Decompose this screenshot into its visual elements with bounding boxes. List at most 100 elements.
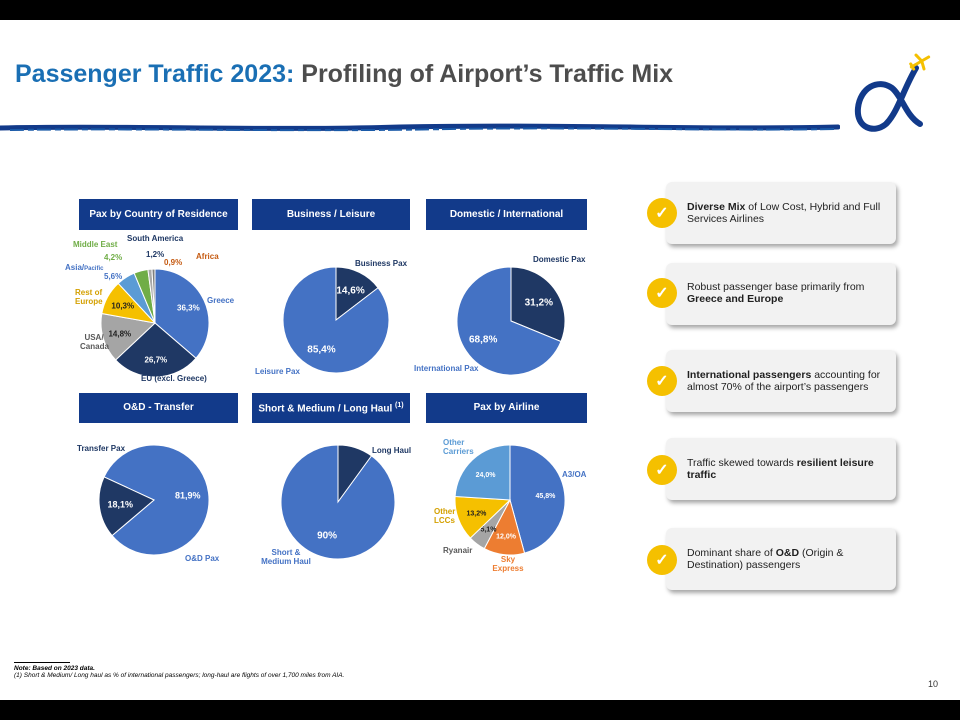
pie-value-label: 45,8% [536, 493, 557, 500]
label-south-america: South America [127, 234, 184, 243]
check-icon: ✓ [647, 198, 677, 228]
pie-value-label: 81,9% [175, 490, 201, 500]
card-5-bold: O&D [775, 547, 800, 559]
page-title: Passenger Traffic 2023: Profiling of Air… [15, 60, 673, 89]
check-icon: ✓ [647, 455, 677, 485]
footnote: Note: Based on 2023 data. (1) Short & Me… [14, 665, 344, 679]
pie-value-label: 18,1% [107, 500, 133, 510]
pie-value-label: 68,8% [469, 335, 497, 346]
pie-value-label: 36,3% [177, 304, 200, 313]
card-2-rest: Robust passenger base primarily from [687, 281, 865, 293]
label-asia-value: 5,6% [104, 272, 123, 281]
label-africa-value: 0,9% [164, 258, 183, 267]
pie-value-label: 14,8% [108, 329, 131, 338]
note-divider [14, 662, 70, 663]
label-od-pax: O&D Pax [185, 554, 220, 563]
label-usa: USA/ Canada [80, 333, 109, 351]
header-country: Pax by Country of Residence [79, 199, 238, 230]
header-airline: Pax by Airline [426, 393, 587, 423]
chart-domestic-pie: 31,2% 68,8% [456, 266, 566, 376]
card-4-rest: Traffic skewed towards [687, 457, 797, 469]
label-me-value: 4,2% [104, 253, 123, 262]
card-1-rest: of Low Cost, Hybrid and Full Services Ai… [687, 201, 881, 225]
pie-value-label: 10,3% [111, 301, 134, 310]
airport-alpha-logo [854, 53, 931, 132]
pie-slice-transfer-pax [98, 476, 155, 537]
card-3-bold: International passengers [687, 369, 812, 381]
chart-business-pie: 14,6% 85,4% [282, 266, 390, 374]
pie-slice-o-d-pax [103, 444, 210, 556]
check-icon: ✓ [647, 545, 677, 575]
card-4-text: Traffic skewed towards resilient leisure… [687, 457, 888, 481]
pie-slice-eu-excl-greece- [114, 322, 197, 378]
header-domestic: Domestic / International [426, 199, 587, 230]
insight-card-4: Traffic skewed towards resilient leisure… [666, 438, 896, 500]
header-business: Business / Leisure [252, 199, 410, 230]
label-other-lccs: Other LCCs [434, 507, 456, 525]
bottom-bar [0, 700, 960, 720]
pie-slice-international-pax [456, 266, 562, 376]
label-business-pax: Business Pax [355, 259, 408, 268]
note-line-1: Note: Based on 2023 data. [14, 665, 95, 672]
pie-slice-africa [151, 268, 156, 324]
label-asia: Asia/Pacific [65, 263, 103, 274]
header-od: O&D - Transfer [79, 393, 238, 423]
insight-card-1: Diverse Mix of Low Cost, Hybrid and Full… [666, 182, 896, 244]
card-3-rest: accounting for almost 70% of the airport… [687, 369, 881, 393]
chart-airline-pie: 45,8% 12,0%5,1% 13,2% 24,0% [454, 444, 566, 556]
header-haul-sup: (1) [395, 402, 404, 410]
header-haul: Short & Medium / Long Haul (1) [252, 393, 410, 423]
header-haul-text: Short & Medium / Long Haul [258, 403, 393, 415]
chart-od-pie: 81,9% 18,1% [98, 444, 210, 556]
pie-value-label: 90% [317, 531, 337, 542]
label-eu: EU (excl. Greece) [141, 374, 207, 383]
label-short-haul: Short & Medium Haul [261, 548, 311, 566]
page-number: 10 [928, 679, 939, 689]
pie-value-label: 31,2% [525, 297, 553, 308]
label-other-carriers: Other Carriers [443, 438, 474, 456]
chart-country-pie: 36,3% 26,7% 14,8% 10,3% [100, 268, 210, 378]
pie-slice-domestic-pax [510, 266, 566, 343]
title-rest: Profiling of Airport’s Traffic Mix [301, 60, 674, 88]
pie-slice-a3-oa [509, 444, 566, 554]
card-1-text: Diverse Mix of Low Cost, Hybrid and Full… [687, 201, 888, 225]
pie-value-label: 14,6% [336, 286, 364, 297]
top-bar [0, 0, 960, 20]
chart-haul-pie: 90% [280, 444, 396, 560]
brush-stroke-divider [0, 123, 840, 132]
label-greece: Greece [207, 296, 235, 305]
pie-slice-leisure-pax [282, 266, 390, 374]
insight-card-5: Dominant share of O&D (Origin & Destinat… [666, 528, 896, 590]
label-domestic-pax: Domestic Pax [533, 255, 586, 264]
label-africa: Africa [196, 252, 219, 261]
card-4-bold: resilient leisure traffic [687, 457, 874, 481]
pie-value-label: 5,1% [480, 527, 497, 534]
card-5-pre: Dominant share of [687, 547, 776, 559]
card-5-rest: (Origin & Destination) passengers [687, 547, 844, 571]
card-2-text: Robust passenger base primarily from Gre… [687, 281, 888, 305]
label-transfer-pax: Transfer Pax [77, 444, 126, 453]
label-international-pax: International Pax [414, 364, 479, 373]
pie-value-label: 13,2% [466, 510, 487, 517]
card-1-bold: Diverse Mix [687, 201, 746, 213]
pie-slice-other-carriers [454, 444, 511, 501]
pie-slice-short-medium-haul [280, 444, 396, 560]
insight-card-3: International passengers accounting for … [666, 350, 896, 412]
check-icon: ✓ [647, 278, 677, 308]
label-long-haul: Long Haul [372, 446, 412, 455]
label-leisure-pax: Leisure Pax [255, 367, 300, 376]
check-icon: ✓ [647, 366, 677, 396]
label-asia-text: Asia/ [65, 263, 85, 272]
label-ryanair: Ryanair [443, 546, 473, 555]
pie-value-label: 85,4% [307, 344, 335, 355]
label-middle-east: Middle East [73, 240, 118, 249]
label-pacific-text: Pacific [84, 266, 104, 272]
pie-value-label: 26,7% [144, 356, 167, 365]
insight-card-2: Robust passenger base primarily from Gre… [666, 263, 896, 325]
pie-slice-greece [154, 268, 210, 359]
label-sky-express: Sky Express [492, 555, 524, 573]
pie-value-label: 24,0% [476, 472, 497, 479]
pie-slice-business-pax [335, 266, 379, 322]
card-3-text: International passengers accounting for … [687, 369, 888, 393]
pie-slice-usa-canada [100, 312, 157, 361]
